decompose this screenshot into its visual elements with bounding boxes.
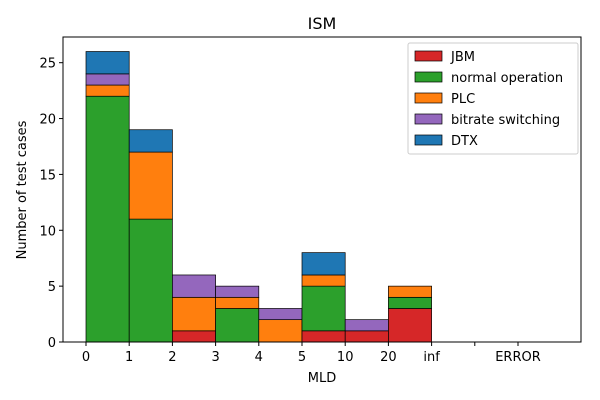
y-tick-label: 20 xyxy=(39,113,56,128)
bar-segment-plc-bin-2 xyxy=(172,296,216,332)
legend-label: normal operation xyxy=(451,71,563,86)
bar-segment-plc-bin-4 xyxy=(258,319,303,343)
bar-segment-normal-operation-bin-3 xyxy=(215,308,260,343)
x-tick-label: 5 xyxy=(298,350,306,365)
bar-segment-normal-operation-bin-1 xyxy=(128,218,173,343)
legend-label: JBM xyxy=(450,50,475,65)
bar-segment-plc-bin-7 xyxy=(388,285,432,298)
bar-segment-jbm-bin-5 xyxy=(301,330,346,343)
x-tick-label: 2 xyxy=(168,350,176,365)
x-tick-label: 0 xyxy=(82,350,90,365)
x-tick-label: inf xyxy=(423,350,440,365)
legend-label: PLC xyxy=(451,92,475,107)
bar-segment-jbm-bin-6 xyxy=(344,330,389,343)
x-axis-label: MLD xyxy=(308,371,336,386)
x-tick-label: 10 xyxy=(337,350,354,365)
legend-label: bitrate switching xyxy=(451,113,560,128)
chart-title: ISM xyxy=(308,14,337,33)
legend-box xyxy=(407,42,579,155)
legend-swatch xyxy=(414,113,443,125)
x-axis: 0 1 2 3 4 5 10 20 inf ERROR xyxy=(82,342,541,365)
bar-segment-normal-operation-bin-0 xyxy=(85,95,130,343)
legend-swatch xyxy=(414,134,443,146)
x-tick-label: ERROR xyxy=(495,350,541,365)
x-tick-label: 4 xyxy=(255,350,263,365)
legend-swatch xyxy=(414,50,443,62)
bar-segment-dtx-bin-0 xyxy=(85,51,130,75)
y-tick-label: 0 xyxy=(48,336,56,351)
bar-segment-plc-bin-0 xyxy=(85,84,130,97)
bar-segment-plc-bin-1 xyxy=(128,151,173,220)
bar-segment-dtx-bin-5 xyxy=(301,252,346,276)
bar-segment-bitrate-switching-bin-4 xyxy=(258,308,303,321)
bar-segment-dtx-bin-1 xyxy=(128,129,173,153)
y-tick-label: 25 xyxy=(39,57,56,72)
y-axis-label: Number of test cases xyxy=(15,120,30,259)
y-tick-label: 10 xyxy=(39,224,56,239)
bar-segment-bitrate-switching-bin-6 xyxy=(344,319,389,332)
bar-segment-jbm-bin-7 xyxy=(388,308,432,343)
legend: JBM normal operation PLC bitrate switching D… xyxy=(407,42,579,155)
x-tick-label: 1 xyxy=(125,350,133,365)
bar-segment-bitrate-switching-bin-2 xyxy=(172,274,216,298)
y-tick-label: 15 xyxy=(39,168,56,183)
legend-label: DTX xyxy=(451,134,478,149)
bar-segment-normal-operation-bin-7 xyxy=(388,296,432,309)
bar-segment-plc-bin-3 xyxy=(215,296,260,309)
y-axis: 0 5 10 15 20 25 xyxy=(39,57,63,351)
bar-segment-jbm-bin-2 xyxy=(172,330,216,343)
bar-segment-bitrate-switching-bin-0 xyxy=(85,73,130,86)
legend-swatch xyxy=(414,92,443,104)
legend-swatch xyxy=(414,71,443,83)
y-tick-label: 5 xyxy=(48,280,56,295)
x-tick-label: 20 xyxy=(380,350,397,365)
bars-layer xyxy=(85,51,432,343)
plot-frame xyxy=(62,36,582,343)
bar-segment-plc-bin-5 xyxy=(301,274,346,287)
x-tick-label: 3 xyxy=(211,350,219,365)
bar-segment-bitrate-switching-bin-3 xyxy=(215,285,260,298)
bar-segment-normal-operation-bin-5 xyxy=(301,285,346,332)
